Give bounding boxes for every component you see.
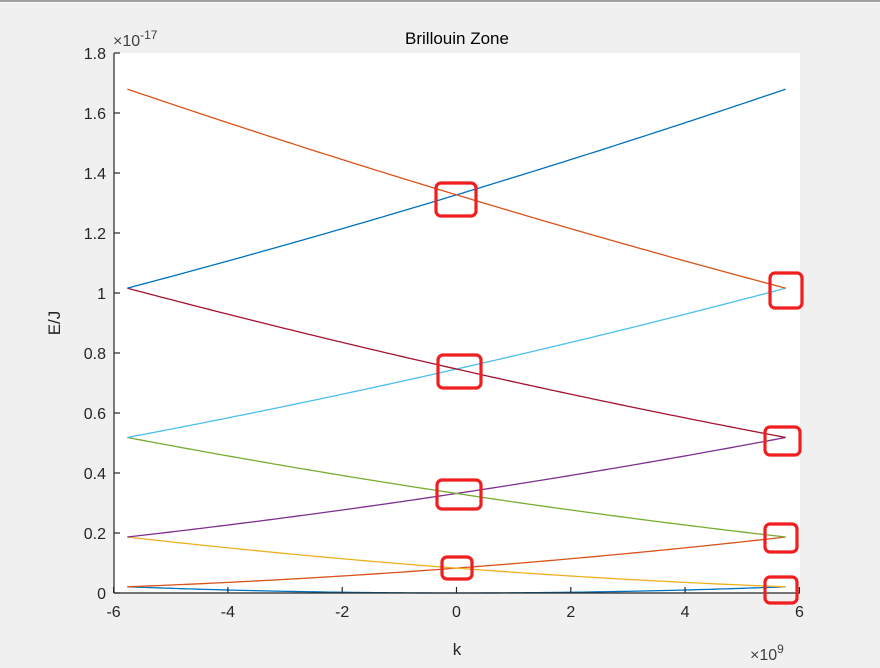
highlight-box-6 bbox=[763, 522, 799, 554]
highlight-boxes bbox=[434, 181, 804, 605]
band-curve-6 bbox=[127, 287, 786, 439]
y-tick-label: 1 bbox=[97, 286, 106, 303]
x-exponent-label: ×109 bbox=[750, 642, 784, 664]
x-tick-label: -4 bbox=[221, 604, 235, 621]
highlight-box-0 bbox=[434, 181, 478, 218]
highlight-box-7 bbox=[763, 575, 799, 605]
highlight-box-3 bbox=[440, 555, 474, 581]
band-curve-4 bbox=[127, 436, 786, 538]
y-axis-label: E/J bbox=[45, 311, 64, 336]
x-tick-label: 0 bbox=[452, 604, 461, 621]
plot-area bbox=[114, 53, 800, 593]
chart-title: Brillouin Zone bbox=[405, 29, 509, 48]
highlight-box-5 bbox=[763, 425, 802, 457]
y-tick-label: 0.2 bbox=[84, 526, 106, 543]
highlight-box-2 bbox=[435, 478, 483, 511]
y-exponent-label: ×10-17 bbox=[113, 28, 158, 50]
y-tick-label: 1.2 bbox=[84, 226, 106, 243]
highlight-box-4 bbox=[768, 271, 804, 310]
y-tick-label: 1.8 bbox=[84, 46, 106, 63]
axes: -6 -4 -2 0 2 4 6 0 0.2 0.4 0.6 0.8 1 1.2 1.4 1.6 1.8 bbox=[84, 46, 804, 621]
y-tick-label: 0.4 bbox=[84, 466, 106, 483]
window-top-highlight bbox=[0, 2, 880, 3]
x-tick-label: -2 bbox=[335, 604, 349, 621]
x-tick-label: -6 bbox=[106, 604, 120, 621]
x-axis-label: k bbox=[453, 640, 462, 659]
x-tick-label: 4 bbox=[681, 604, 690, 621]
y-tick-label: 0.6 bbox=[84, 406, 106, 423]
y-tick-label: 0.8 bbox=[84, 346, 106, 363]
window-top-border bbox=[0, 0, 880, 2]
y-tick-label: 1.4 bbox=[84, 166, 106, 183]
band-curve-2 bbox=[127, 536, 786, 588]
band-curve-8 bbox=[127, 88, 786, 289]
highlight-box-1 bbox=[436, 353, 483, 390]
x-tick-label: 6 bbox=[795, 604, 804, 621]
y-tick-label: 1.6 bbox=[84, 106, 106, 123]
x-tick-label: 2 bbox=[566, 604, 575, 621]
y-tick-label: 0 bbox=[97, 586, 106, 603]
